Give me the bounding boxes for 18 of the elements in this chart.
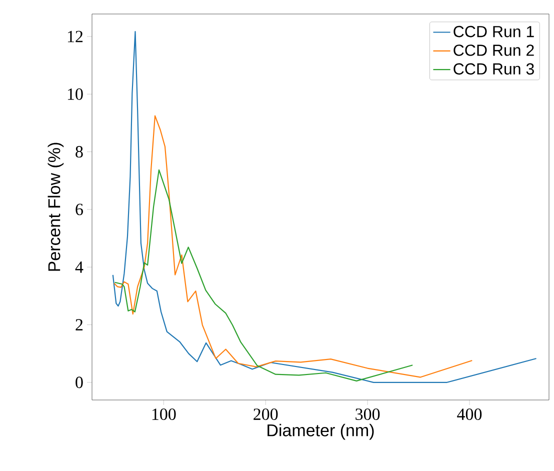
y-tick-label: 0 xyxy=(76,376,83,388)
line-series xyxy=(114,115,473,378)
legend-label: CCD Run 1 xyxy=(454,26,534,38)
legend-label: CCD Run 3 xyxy=(454,63,534,75)
y-tick-label: 6 xyxy=(76,204,83,216)
x-tick-label: 400 xyxy=(457,408,482,420)
y-tick-label: 4 xyxy=(75,262,84,273)
y-tick-label: 10 xyxy=(68,88,83,100)
line-series xyxy=(114,169,414,382)
y-axis-title: Percent Flow (%) xyxy=(48,142,64,271)
y-tick-label: 2 xyxy=(76,319,83,330)
x-axis-title: Diameter (nm) xyxy=(268,424,374,440)
x-tick-label: 300 xyxy=(356,408,380,420)
x-tick-label: 100 xyxy=(152,408,176,420)
legend-label: CCD Run 2 xyxy=(454,44,534,56)
y-tick-label: 8 xyxy=(76,146,83,158)
x-tick-label: 200 xyxy=(254,408,278,420)
y-tick-label: 12 xyxy=(68,30,83,42)
